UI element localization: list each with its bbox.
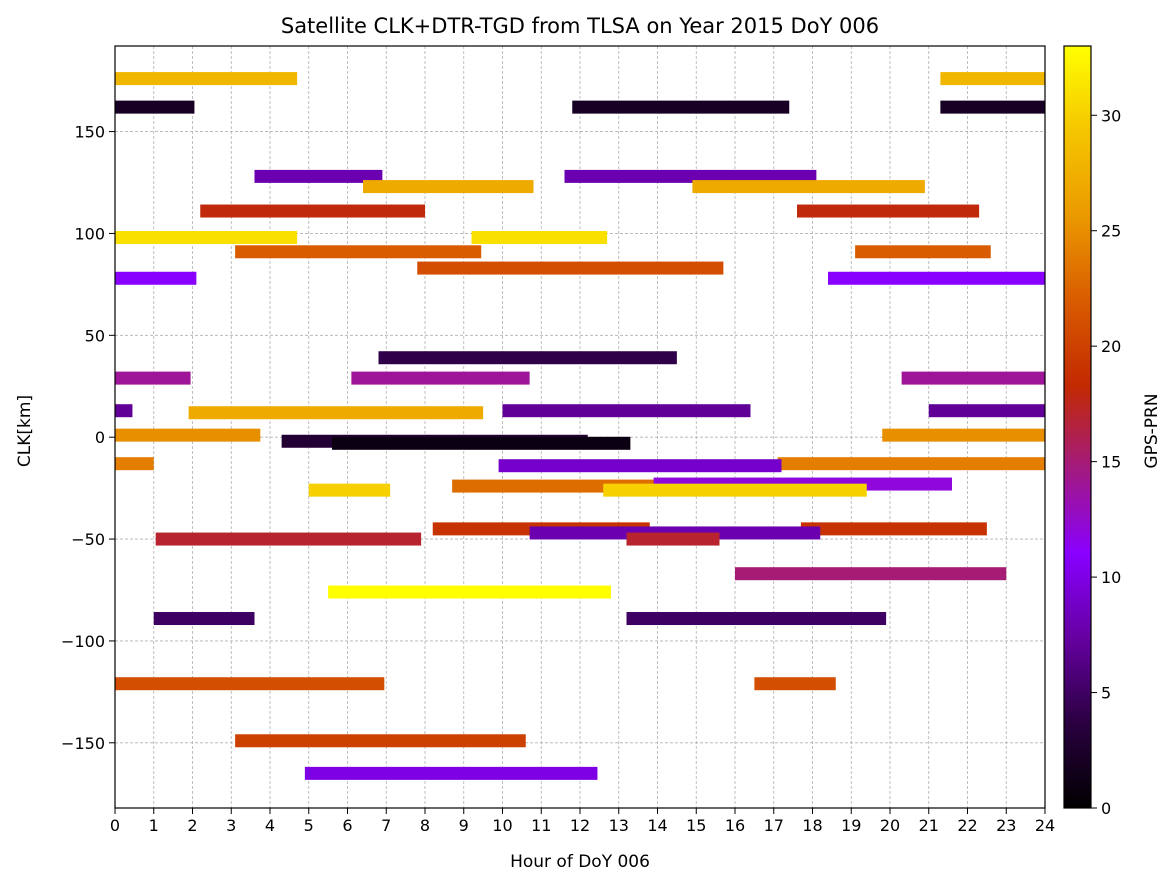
bar-prn-30-seg-33 — [308, 483, 391, 497]
x-tick-label-24: 24 — [1035, 816, 1055, 835]
bar-prn-28-seg-1 — [940, 72, 1045, 86]
colorbar-tick-label-0: 0 — [1101, 799, 1111, 818]
colorbar-tick-label-2: 10 — [1101, 568, 1121, 587]
bar-prn-7-seg-23 — [502, 404, 751, 418]
bar-prn-10-seg-49 — [304, 766, 598, 780]
bar-prn-11-seg-16 — [115, 271, 197, 285]
x-tick-label-18: 18 — [802, 816, 822, 835]
bar-prn-21-seg-47 — [754, 677, 836, 691]
bar-prn-17-seg-40 — [155, 532, 422, 546]
x-tick-label-8: 8 — [420, 816, 430, 835]
bar-prn-7-seg-24 — [928, 404, 1045, 418]
bar-prn-31-seg-11 — [115, 231, 298, 245]
bar-prn-11-seg-17 — [828, 271, 1045, 285]
x-tick-label-14: 14 — [647, 816, 667, 835]
bar-prn-2-seg-4 — [940, 100, 1045, 114]
x-tick-label-11: 11 — [531, 816, 551, 835]
bar-prn-8-seg-6 — [564, 169, 817, 183]
data-bars — [115, 72, 1045, 780]
x-tick-label-6: 6 — [342, 816, 352, 835]
y-tick-label-2: −50 — [71, 530, 105, 549]
chart-title: Satellite CLK+DTR-TGD from TLSA on Year … — [281, 14, 879, 38]
bar-prn-21-seg-46 — [115, 677, 385, 691]
x-tick-label-12: 12 — [570, 816, 590, 835]
y-tick-label-3: 0 — [95, 428, 105, 447]
x-tick-label-1: 1 — [149, 816, 159, 835]
bar-prn-20-seg-48 — [235, 734, 526, 748]
x-tick-label-0: 0 — [110, 816, 120, 835]
colorbar-tick-label-1: 5 — [1101, 684, 1111, 703]
y-axis: −150 −100 −50 0 50 100 150 — [61, 123, 115, 753]
colorbar-tick-label-4: 20 — [1101, 337, 1121, 356]
y-tick-label-0: −150 — [61, 734, 105, 753]
bar-prn-22-seg-13 — [235, 245, 482, 259]
bar-prn-17-seg-41 — [626, 532, 720, 546]
bar-prn-27-seg-25 — [188, 406, 484, 420]
x-tick-label-7: 7 — [381, 816, 391, 835]
x-tick-label-4: 4 — [265, 816, 275, 835]
bar-prn-18-seg-9 — [200, 204, 425, 218]
bar-prn-2-seg-3 — [572, 100, 790, 114]
bar-prn-21-seg-15 — [417, 261, 724, 275]
bar-prn-24-seg-30 — [115, 457, 154, 471]
x-tick-label-15: 15 — [686, 816, 706, 835]
bar-prn-27-seg-8 — [692, 180, 925, 194]
bar-prn-5-seg-44 — [153, 612, 255, 626]
y-tick-label-5: 100 — [74, 224, 105, 243]
bar-prn-7-seg-22 — [115, 404, 133, 418]
bar-prn-25-seg-27 — [882, 428, 1045, 442]
colorbar-label: GPS-PRN — [1142, 393, 1162, 468]
bar-prn-27-seg-7 — [363, 180, 534, 194]
colorbar-tick-label-3: 15 — [1101, 453, 1121, 472]
bar-prn-22-seg-14 — [855, 245, 991, 259]
x-tick-label-23: 23 — [996, 816, 1016, 835]
bar-prn-2-seg-2 — [115, 100, 195, 114]
y-tick-label-6: 150 — [74, 123, 105, 142]
bar-prn-8-seg-5 — [254, 169, 383, 183]
x-tick-label-5: 5 — [304, 816, 314, 835]
bar-prn-18-seg-10 — [797, 204, 980, 218]
x-axis-label: Hour of DoY 006 — [510, 852, 650, 872]
x-tick-label-20: 20 — [880, 816, 900, 835]
x-axis: 0 1 2 3 4 5 6 7 8 9 10 11 12 13 14 15 16 17 18 19 20 21 22 23 24 — [110, 808, 1055, 835]
x-tick-label-22: 22 — [957, 816, 977, 835]
x-tick-label-2: 2 — [187, 816, 197, 835]
colorbar: 0 5 10 15 20 25 30 — [1063, 45, 1121, 818]
x-tick-label-21: 21 — [919, 816, 939, 835]
x-tick-label-19: 19 — [841, 816, 861, 835]
bar-prn-33-seg-43 — [328, 585, 611, 599]
bar-prn-24-seg-31 — [777, 457, 1045, 471]
x-tick-label-3: 3 — [226, 816, 236, 835]
bar-prn-15-seg-42 — [735, 567, 1007, 581]
x-tick-label-9: 9 — [459, 816, 469, 835]
bar-prn-25-seg-26 — [115, 428, 261, 442]
bar-prn-19-seg-38 — [800, 522, 987, 536]
bar-prn-1-seg-29 — [332, 436, 631, 450]
bar-prn-28-seg-0 — [115, 72, 298, 86]
y-tick-label-1: −100 — [61, 632, 105, 651]
x-tick-label-16: 16 — [725, 816, 745, 835]
bar-prn-14-seg-20 — [351, 371, 530, 385]
bar-prn-5-seg-45 — [626, 612, 887, 626]
colorbar-tick-label-6: 30 — [1101, 106, 1121, 125]
y-tick-label-4: 50 — [85, 326, 105, 345]
x-tick-label-13: 13 — [609, 816, 629, 835]
bar-prn-30-seg-36 — [603, 483, 867, 497]
bar-prn-4-seg-18 — [378, 351, 677, 365]
grid-lines — [115, 46, 1045, 808]
bar-prn-14-seg-21 — [901, 371, 1045, 385]
y-axis-label: CLK[km] — [15, 395, 35, 467]
x-tick-label-10: 10 — [492, 816, 512, 835]
bar-prn-14-seg-19 — [115, 371, 191, 385]
bar-prn-9-seg-32 — [498, 459, 782, 473]
colorbar-tick-label-5: 25 — [1101, 222, 1121, 241]
x-tick-label-17: 17 — [764, 816, 784, 835]
bar-prn-31-seg-12 — [471, 231, 608, 245]
colorbar-gradient — [1063, 45, 1092, 809]
